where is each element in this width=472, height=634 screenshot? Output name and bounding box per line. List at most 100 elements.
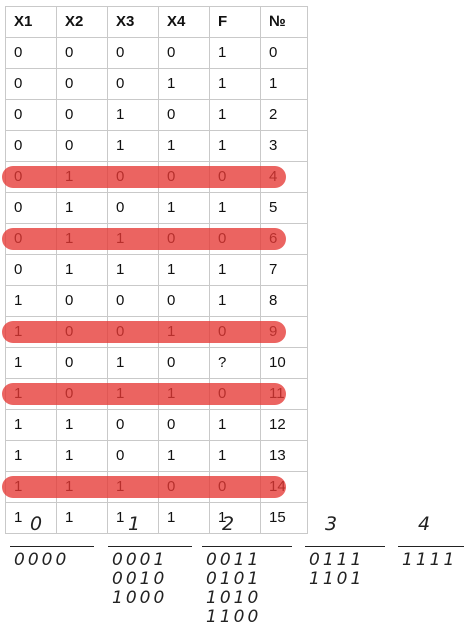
col-x2-cell: 0 xyxy=(56,68,108,100)
group-item: 1111 xyxy=(402,550,458,570)
col-x3-cell: 1 xyxy=(107,471,159,503)
col-number-cell: 0 xyxy=(260,37,308,69)
group-divider-line xyxy=(108,546,192,547)
col-x3-cell: 1 xyxy=(107,99,159,131)
col-x2-cell: 1 xyxy=(56,471,108,503)
col-x1-header: X1 xyxy=(5,6,57,38)
group-divider-line xyxy=(10,546,94,547)
col-x1-cell: 1 xyxy=(5,471,57,503)
col-x2-cell: 0 xyxy=(56,347,108,379)
col-f-header: F xyxy=(209,6,261,38)
col-f-cell: 1 xyxy=(209,440,261,472)
group-label: 2 xyxy=(222,513,235,535)
col-x1-cell: 1 xyxy=(5,347,57,379)
col-x4-cell: 0 xyxy=(158,223,210,255)
col-x1-cell: 0 xyxy=(5,130,57,162)
col-x3-cell: 0 xyxy=(107,192,159,224)
table-row: 1 1 1 0 0 14 xyxy=(5,471,308,503)
table-row: 1 1 1 1 1 15 xyxy=(5,502,308,534)
col-x1-cell: 0 xyxy=(5,254,57,286)
group-label: 1 xyxy=(128,513,141,535)
col-x2-cell: 1 xyxy=(56,440,108,472)
col-x4-cell: 0 xyxy=(158,37,210,69)
col-x1-cell: 1 xyxy=(5,378,57,410)
col-x4-cell: 1 xyxy=(158,502,210,534)
col-x1-cell: 0 xyxy=(5,161,57,193)
group-item: 0011 xyxy=(206,550,262,570)
col-x3-cell: 0 xyxy=(107,68,159,100)
col-number-cell: 12 xyxy=(260,409,308,441)
col-x2-cell: 1 xyxy=(56,409,108,441)
col-number-cell: 5 xyxy=(260,192,308,224)
col-x4-cell: 1 xyxy=(158,130,210,162)
col-f-cell: 1 xyxy=(209,254,261,286)
table-row: 1 0 1 0? 10 xyxy=(5,347,308,379)
group-item: 1010 xyxy=(206,588,262,608)
col-x2-cell: 0 xyxy=(56,316,108,348)
group-item: 0000 xyxy=(14,550,70,570)
group-divider-line xyxy=(398,546,464,547)
col-number-cell: 11 xyxy=(260,378,308,410)
col-x4-cell: 0 xyxy=(158,409,210,441)
col-x3-cell: 0 xyxy=(107,37,159,69)
col-x2-cell: 0 xyxy=(56,130,108,162)
col-x4-cell: 1 xyxy=(158,440,210,472)
col-f-cell: 0 xyxy=(209,161,261,193)
col-x4-cell: 1 xyxy=(158,316,210,348)
col-x2-cell: 1 xyxy=(56,192,108,224)
col-x2-cell: 0 xyxy=(56,37,108,69)
col-number-cell: 14 xyxy=(260,471,308,503)
group-item: 1100 xyxy=(206,607,262,627)
col-x3-cell: 1 xyxy=(107,347,159,379)
col-x1-cell: 1 xyxy=(5,316,57,348)
col-x1-cell: 1 xyxy=(5,502,57,534)
col-x3-cell: 1 xyxy=(107,378,159,410)
col-x2-cell: 0 xyxy=(56,285,108,317)
table-row: 1 1 0 1 1 13 xyxy=(5,440,308,472)
col-x1-cell: 0 xyxy=(5,37,57,69)
col-x3-header: X3 xyxy=(107,6,159,38)
col-x2-cell: 1 xyxy=(56,161,108,193)
col-f-cell: 1 xyxy=(209,409,261,441)
col-f-cell: 0 xyxy=(209,471,261,503)
col-x3-cell: 0 xyxy=(107,161,159,193)
col-x3-cell: 0 xyxy=(107,440,159,472)
col-number-cell: 2 xyxy=(260,99,308,131)
group-item: 0010 xyxy=(112,569,168,589)
col-number-cell: 4 xyxy=(260,161,308,193)
col-x4-cell: 0 xyxy=(158,285,210,317)
col-number-cell: 7 xyxy=(260,254,308,286)
col-x3-cell: 0 xyxy=(107,316,159,348)
col-f-cell: 0 xyxy=(209,378,261,410)
group-item: 1000 xyxy=(112,588,168,608)
group-divider-line xyxy=(305,546,385,547)
group-label: 3 xyxy=(325,513,338,535)
group-item: 0111 xyxy=(309,550,365,570)
group-item: 0101 xyxy=(206,569,262,589)
col-x4-cell: 1 xyxy=(158,192,210,224)
col-f-cell: 1 xyxy=(209,130,261,162)
col-f-cell: 1 xyxy=(209,285,261,317)
col-x4-cell: 0 xyxy=(158,471,210,503)
col-number-cell: 3 xyxy=(260,130,308,162)
col-f-cell: 0 xyxy=(209,223,261,255)
group-item: 0001 xyxy=(112,550,168,570)
col-x3-cell: 1 xyxy=(107,223,159,255)
col-x2-cell: 1 xyxy=(56,254,108,286)
col-f-cell: 1 xyxy=(209,192,261,224)
col-x1-cell: 0 xyxy=(5,192,57,224)
col-x1-cell: 1 xyxy=(5,440,57,472)
col-f-cell: 1 xyxy=(209,68,261,100)
col-number-header: № xyxy=(260,6,308,38)
col-x1-cell: 1 xyxy=(5,409,57,441)
group-label: 4 xyxy=(418,513,431,535)
col-x3-cell: 0 xyxy=(107,409,159,441)
